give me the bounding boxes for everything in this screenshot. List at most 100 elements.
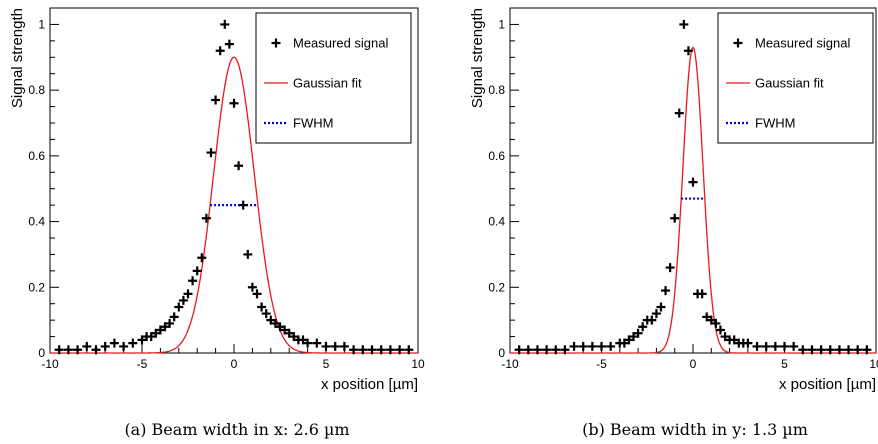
- legend-box: [717, 12, 874, 144]
- measured-signal-point: [289, 332, 299, 342]
- measured-signal-point: [220, 19, 230, 29]
- measured-signal-point: [298, 335, 308, 345]
- y-tick-label: 0.8: [28, 83, 45, 97]
- y-tick-label: 0.2: [488, 280, 505, 294]
- measured-signal-point: [606, 341, 616, 351]
- measured-signal-point: [770, 341, 780, 351]
- y-tick-label: 0.8: [488, 83, 505, 97]
- measured-signal-point: [183, 289, 193, 299]
- measured-signal-point: [761, 341, 771, 351]
- measured-signal-point: [834, 345, 844, 355]
- measured-signal-point: [629, 332, 639, 342]
- x-tick-label: -10: [41, 357, 59, 371]
- measured-signal-point: [303, 338, 313, 348]
- gaussian-fit-line: [510, 46, 876, 354]
- measured-signal-point: [780, 341, 789, 351]
- measured-signal-point: [234, 161, 244, 171]
- measured-signal-point: [280, 325, 290, 335]
- measured-signal-point: [825, 345, 835, 355]
- x-tick-label: 10: [411, 357, 425, 371]
- measured-signal-point: [197, 253, 207, 263]
- x-tick-label: -5: [137, 357, 148, 371]
- measured-signal-point: [597, 341, 606, 351]
- x-tick-label: -10: [501, 357, 519, 371]
- measured-signal-point: [119, 341, 129, 351]
- legend-entry: FWHM: [755, 116, 795, 131]
- measured-signal-point: [729, 335, 739, 345]
- measured-signal-point: [321, 341, 331, 351]
- measured-signal-point: [706, 315, 716, 325]
- measured-signal-point: [633, 328, 643, 338]
- measured-signal-point: [128, 338, 138, 348]
- measured-signal-point: [261, 309, 271, 319]
- y-tick-label: 0.6: [28, 149, 45, 163]
- measured-signal-point: [551, 345, 561, 355]
- measured-signal-point: [247, 282, 257, 292]
- measured-signal-point: [752, 341, 762, 351]
- y-axis-title: Signal strength: [9, 8, 26, 108]
- measured-signal-point: [91, 345, 101, 355]
- y-tick-label: 0: [498, 346, 505, 360]
- measured-signal-point: [807, 345, 817, 355]
- measured-signal-point: [358, 345, 368, 355]
- x-tick-label: 5: [781, 357, 788, 371]
- measured-signal-point: [651, 309, 661, 319]
- measured-signal-point: [715, 325, 725, 335]
- legend-box: [255, 12, 412, 144]
- panel-b: -10 -5 0 5 10 0 0.2 0.4 0.6 0.8 1 x position [µm] Si…: [469, 7, 878, 439]
- measured-signal-point: [73, 345, 83, 355]
- measured-signal-point: [257, 302, 267, 312]
- measured-signal-point: [330, 341, 340, 351]
- measured-signal-point: [137, 335, 147, 345]
- measured-signal-point: [238, 200, 248, 210]
- measured-signal-point: [743, 338, 753, 348]
- measured-signal-point: [711, 318, 721, 328]
- measured-signal-point: [266, 315, 276, 325]
- measured-signal-point: [151, 328, 161, 338]
- measured-signal-point: [395, 345, 405, 355]
- y-tick-label: 0.6: [488, 149, 505, 163]
- measured-signal-point: [670, 213, 680, 223]
- measured-signal-point: [54, 345, 64, 355]
- measured-signal-point: [109, 338, 119, 348]
- measured-signal-point: [224, 39, 234, 49]
- measured-signal-point: [656, 302, 666, 312]
- figure-caption: (a) Beam width in x: 2.6 µm: [124, 420, 349, 439]
- y-tick-label: 0.2: [28, 280, 45, 294]
- measured-signal-point: [798, 345, 808, 355]
- measured-signal-point: [82, 341, 92, 351]
- measured-signal-point: [638, 322, 648, 332]
- measured-signal-point: [532, 345, 542, 355]
- measured-signal-point: [206, 148, 216, 158]
- legend-entry: FWHM: [293, 116, 333, 131]
- measured-signal-point: [160, 322, 170, 332]
- y-tick-label: 0: [38, 346, 45, 360]
- measured-signal-point: [404, 345, 414, 355]
- measured-signal-point: [146, 332, 156, 342]
- measured-signal-point: [252, 289, 262, 299]
- measured-signal-point: [385, 345, 395, 355]
- x-axis-title: x position [µm]: [321, 376, 418, 393]
- measured-signal-point: [174, 302, 184, 312]
- measured-signal-point: [560, 345, 570, 355]
- y-tick-label: 0.4: [28, 215, 45, 229]
- measured-signal-point: [587, 341, 597, 351]
- measured-signal-point: [284, 328, 294, 338]
- measured-signal-point: [688, 177, 698, 187]
- measured-signal-point: [665, 263, 675, 273]
- x-tick-label: 10: [869, 357, 878, 371]
- measured-signal-point: [683, 46, 693, 56]
- y-tick-label: 1: [498, 17, 505, 31]
- measured-signal-point: [100, 341, 110, 351]
- measured-signal-point: [816, 345, 826, 355]
- measured-signal-point: [376, 345, 386, 355]
- measured-signal-point: [542, 345, 552, 355]
- measured-signal-point: [275, 322, 285, 332]
- legend-measured-marker: [271, 38, 281, 48]
- measured-signal-point: [679, 19, 689, 29]
- y-tick-label: 1: [38, 17, 45, 31]
- measured-signal-point: [569, 341, 579, 351]
- measured-signal-point: [514, 345, 524, 355]
- measured-signal-point: [674, 108, 684, 118]
- measured-signal-point: [661, 286, 671, 296]
